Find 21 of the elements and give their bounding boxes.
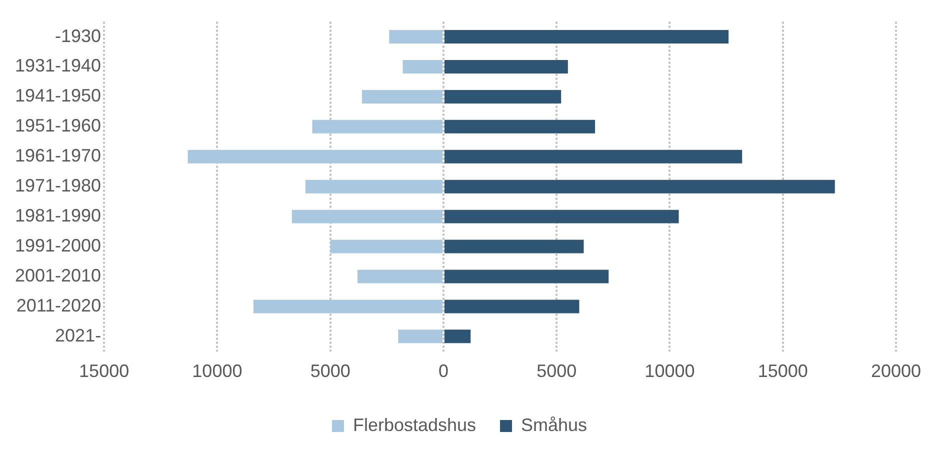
y-tick-label: 1971-1980	[14, 176, 102, 196]
x-tick-label: 5000	[310, 361, 350, 382]
y-tick-label: 2001-2010	[14, 265, 102, 286]
y-tick-label: 1991-2000	[14, 235, 102, 256]
x-tick-label: 15000	[758, 361, 808, 382]
y-tick-label: 1931-1940	[14, 56, 102, 76]
x-tick-label: 10000	[192, 361, 242, 382]
y-tick-label: 1961-1970	[14, 146, 102, 166]
legend-label: Flerbostadshus	[352, 414, 476, 435]
y-tick-label: -1930	[55, 26, 102, 46]
y-tick-label: 2011-2020	[16, 295, 102, 316]
x-tick-label: 0	[438, 361, 448, 382]
x-tick-label: 5000	[536, 361, 577, 382]
x-tick-label: 10000	[644, 361, 695, 382]
y-tick-label: 1951-1960	[14, 116, 102, 136]
y-tick-label: 1981-1990	[14, 206, 102, 226]
x-tick-label: 20000	[870, 361, 922, 382]
y-tick-label: 2021-	[55, 325, 102, 346]
x-tick-label: 15000	[79, 361, 130, 382]
y-tick-label: 1941-1950	[14, 86, 102, 106]
legend-label: Småhus	[521, 414, 588, 435]
